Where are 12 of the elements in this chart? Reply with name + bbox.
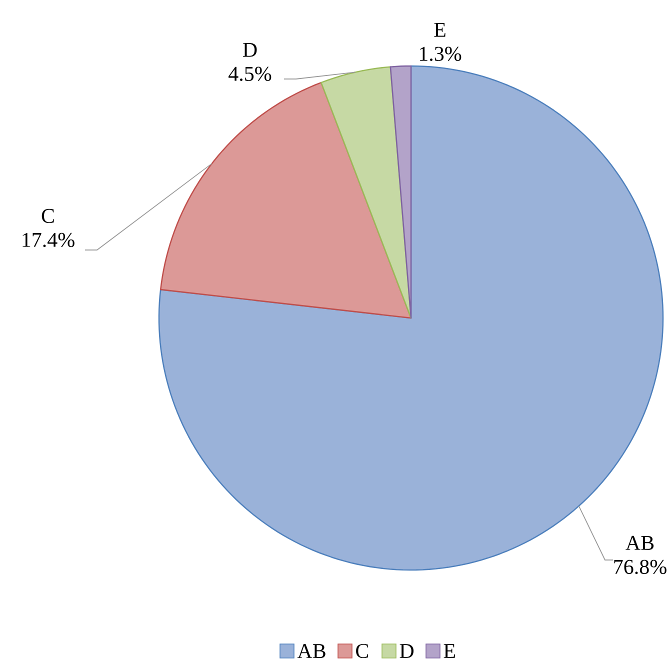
legend-label: E [444,644,455,658]
data-label: 76.8% [614,560,666,574]
legend-label: C [356,644,368,658]
data-label: 17.4% [22,232,74,248]
slice-label: AB [626,536,654,550]
slice-label: E [434,22,446,37]
slice-label: D [243,42,257,57]
legend-label: AB [297,644,326,658]
legend-label: D [400,644,414,658]
data-label: 4.5% [228,66,272,82]
slice-label: C [42,208,54,224]
data-label: 1.3% [420,46,462,62]
